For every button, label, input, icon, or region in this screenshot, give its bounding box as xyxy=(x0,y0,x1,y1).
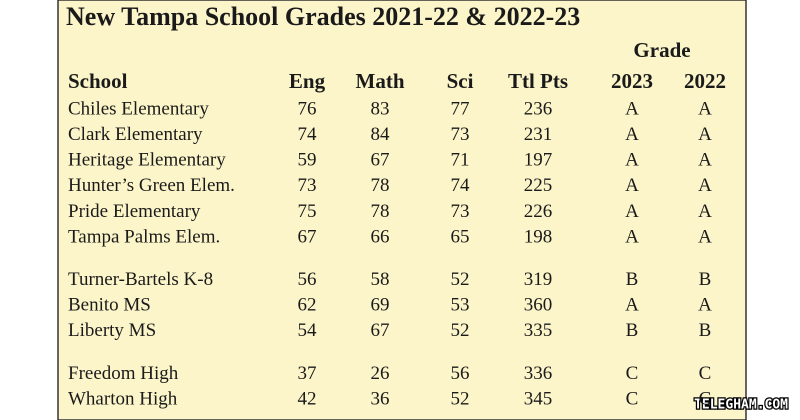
cell: 73 xyxy=(451,201,470,222)
cell: A xyxy=(698,98,712,119)
cell: 36 xyxy=(371,388,390,409)
column-header: School xyxy=(68,69,128,93)
cell: 65 xyxy=(451,226,470,247)
cell: 52 xyxy=(451,388,470,409)
school-name: Tampa Palms Elem. xyxy=(68,226,220,247)
cell: 78 xyxy=(371,175,390,196)
cell: 67 xyxy=(371,150,390,171)
school-name: Heritage Elementary xyxy=(68,150,226,171)
school-name: Liberty MS xyxy=(68,320,156,341)
school-name: Wharton High xyxy=(68,388,178,409)
cell: 69 xyxy=(371,295,390,316)
school-name: Hunter’s Green Elem. xyxy=(68,175,235,196)
cell: A xyxy=(625,150,639,171)
school-name: Turner-Bartels K-8 xyxy=(68,269,213,290)
cell: B xyxy=(699,269,712,290)
cell: B xyxy=(626,269,639,290)
group-header: Grade xyxy=(633,38,690,62)
cell: 197 xyxy=(524,150,553,171)
cell: 56 xyxy=(451,363,470,384)
cell: 73 xyxy=(298,175,317,196)
cell: 37 xyxy=(298,363,317,384)
cell: 52 xyxy=(451,269,470,290)
cell: 74 xyxy=(451,175,471,196)
cell: B xyxy=(626,320,639,341)
cell: 53 xyxy=(451,295,470,316)
cell: 74 xyxy=(298,124,318,145)
cell: 76 xyxy=(298,98,317,119)
cell: 335 xyxy=(524,320,553,341)
cell: A xyxy=(698,226,712,247)
cell: A xyxy=(698,295,712,316)
cell: 52 xyxy=(451,320,470,341)
cell: A xyxy=(698,175,712,196)
cell: 56 xyxy=(298,269,317,290)
cell: 336 xyxy=(524,363,553,384)
cell: C xyxy=(626,388,639,409)
column-header: 2023 xyxy=(611,69,653,93)
cell: 78 xyxy=(371,201,390,222)
cell: 84 xyxy=(371,124,391,145)
column-header: Math xyxy=(356,69,405,93)
cell: A xyxy=(698,124,712,145)
school-name: Benito MS xyxy=(68,295,151,316)
cell: A xyxy=(625,124,639,145)
cell: 59 xyxy=(298,150,317,171)
title: New Tampa School Grades 2021-22 & 2022-2… xyxy=(66,2,580,31)
cell: 58 xyxy=(371,269,390,290)
cell: 319 xyxy=(524,269,553,290)
cell: C xyxy=(699,363,712,384)
cell: 225 xyxy=(524,175,553,196)
panel xyxy=(57,0,747,420)
cell: B xyxy=(699,320,712,341)
cell: 83 xyxy=(371,98,390,119)
cell: 73 xyxy=(451,124,470,145)
cell: A xyxy=(625,226,639,247)
cell: 226 xyxy=(524,201,553,222)
cell: 231 xyxy=(524,124,553,145)
cell: C xyxy=(699,388,712,409)
column-header: 2022 xyxy=(684,69,726,93)
school-name: Pride Elementary xyxy=(68,201,201,222)
cell: 360 xyxy=(524,295,553,316)
cell: 54 xyxy=(298,320,318,341)
cell: 67 xyxy=(371,320,390,341)
cell: 66 xyxy=(371,226,390,247)
column-header: Ttl Pts xyxy=(508,69,568,93)
cell: 26 xyxy=(371,363,390,384)
cell: 67 xyxy=(298,226,317,247)
cell: 345 xyxy=(524,388,553,409)
school-name: Chiles Elementary xyxy=(68,98,209,119)
column-header: Sci xyxy=(447,69,474,93)
cell: 77 xyxy=(451,98,470,119)
cell: 236 xyxy=(524,98,553,119)
watermark: TELEGHAM.COM xyxy=(694,398,788,413)
cell: 42 xyxy=(298,388,317,409)
cell: A xyxy=(625,295,639,316)
cell: 75 xyxy=(298,201,317,222)
cell: A xyxy=(625,175,639,196)
cell: C xyxy=(626,363,639,384)
column-header: Eng xyxy=(289,69,326,93)
cell: A xyxy=(698,150,712,171)
cell: A xyxy=(625,201,639,222)
cell: A xyxy=(625,98,639,119)
school-name: Freedom High xyxy=(68,363,179,384)
cell: 71 xyxy=(451,150,470,171)
cell: 198 xyxy=(524,226,553,247)
cell: A xyxy=(698,201,712,222)
school-name: Clark Elementary xyxy=(68,124,203,145)
cell: 62 xyxy=(298,295,317,316)
